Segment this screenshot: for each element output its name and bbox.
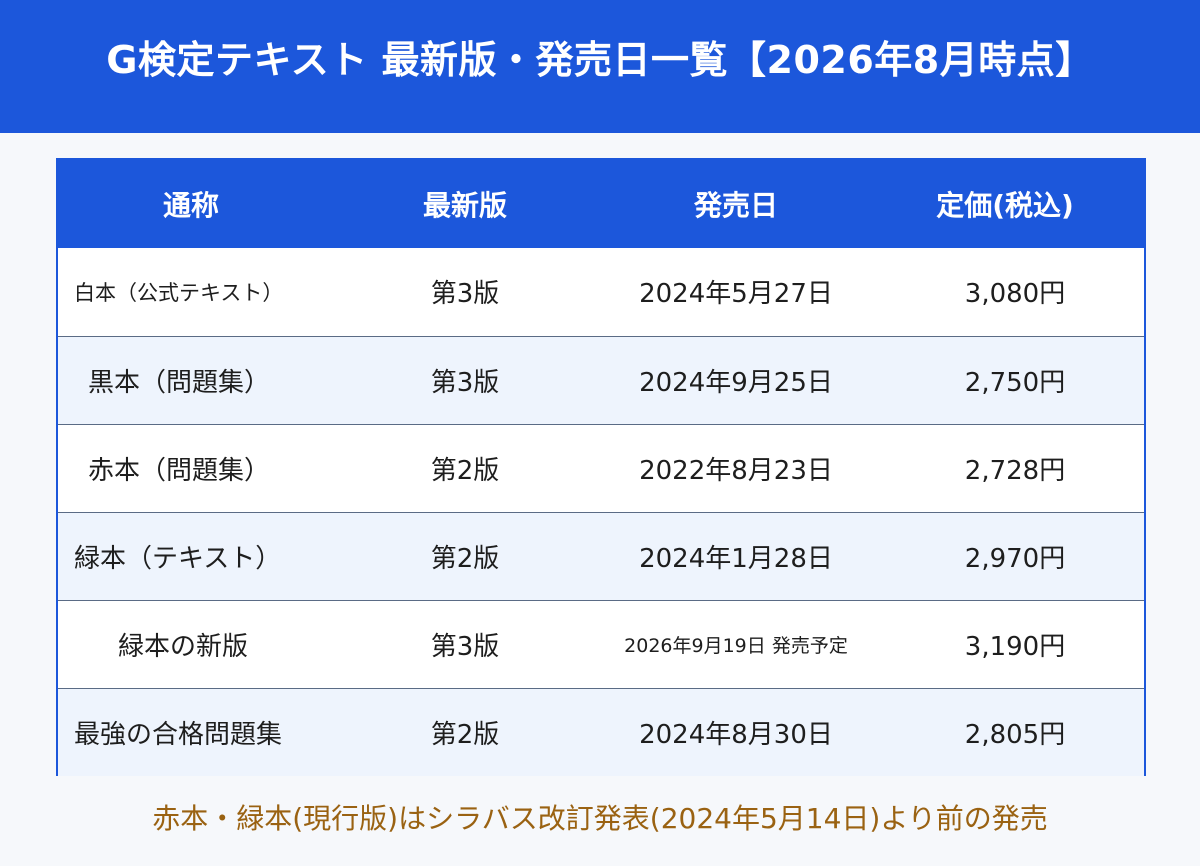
book-price: 2,750円 bbox=[866, 335, 1144, 424]
column-header-edition: 最新版 bbox=[422, 189, 507, 222]
book-release-date: 2024年8月30日 bbox=[606, 687, 866, 776]
header-banner: G検定テキスト 最新版・発売日一覧【2026年8月時点】 bbox=[0, 0, 1200, 133]
table-row: 黒本（問題集） 第3版 2024年9月25日 2,750円 bbox=[58, 335, 1144, 424]
table-header-row: 通称 最新版 発売日 定価(税込) bbox=[58, 160, 1144, 248]
table-row: 白本（公式テキスト） 第3版 2024年5月27日 3,080円 bbox=[58, 248, 1144, 336]
book-release-date: 2024年9月25日 bbox=[606, 335, 866, 424]
table-row: 緑本の新版 第3版 2026年9月19日 発売予定 3,190円 bbox=[58, 599, 1144, 688]
book-release-date: 2022年8月23日 bbox=[606, 423, 866, 512]
book-edition: 第3版 bbox=[324, 335, 606, 424]
column-header-price: 定価(税込) bbox=[936, 189, 1074, 222]
book-price: 2,728円 bbox=[866, 423, 1144, 512]
footnote: 赤本・緑本(現行版)はシラバス改訂発表(2024年5月14日)より前の発売 bbox=[152, 802, 1048, 835]
book-edition: 第3版 bbox=[324, 599, 606, 688]
book-edition: 第2版 bbox=[324, 511, 606, 600]
book-price: 2,970円 bbox=[866, 511, 1144, 600]
table-row: 最強の合格問題集 第2版 2024年8月30日 2,805円 bbox=[58, 687, 1144, 776]
textbook-table-grid: 通称 最新版 発売日 定価(税込) 白本（公式テキスト） 第3版 2024年5月… bbox=[58, 160, 1144, 776]
book-release-date: 2024年5月27日 bbox=[639, 279, 833, 310]
book-price: 2,805円 bbox=[866, 687, 1144, 776]
book-name: 緑本（テキスト） bbox=[58, 511, 324, 600]
table-row: 赤本（問題集） 第2版 2022年8月23日 2,728円 bbox=[58, 423, 1144, 512]
book-edition: 第3版 bbox=[430, 279, 500, 310]
book-name: 黒本（問題集） bbox=[58, 335, 324, 424]
book-name: 緑本の新版 bbox=[58, 599, 324, 688]
book-price: 3,080円 bbox=[964, 279, 1066, 310]
book-edition: 第2版 bbox=[324, 423, 606, 512]
column-header-release-date: 発売日 bbox=[693, 189, 778, 222]
book-name: 赤本（問題集） bbox=[58, 423, 324, 512]
book-name: 最強の合格問題集 bbox=[58, 687, 324, 776]
book-edition: 第2版 bbox=[324, 687, 606, 776]
table-row: 緑本（テキスト） 第2版 2024年1月28日 2,970円 bbox=[58, 511, 1144, 600]
book-release-date: 2024年1月28日 bbox=[606, 511, 866, 600]
column-header-name: 通称 bbox=[162, 189, 219, 222]
page-title: G検定テキスト 最新版・発売日一覧【2026年8月時点】 bbox=[106, 38, 1094, 82]
book-name: 白本（公式テキスト） bbox=[74, 280, 284, 305]
book-release-date: 2026年9月19日 発売予定 bbox=[606, 599, 866, 688]
book-price: 3,190円 bbox=[866, 599, 1144, 688]
textbook-table: 通称 最新版 発売日 定価(税込) 白本（公式テキスト） 第3版 2024年5月… bbox=[56, 158, 1146, 776]
